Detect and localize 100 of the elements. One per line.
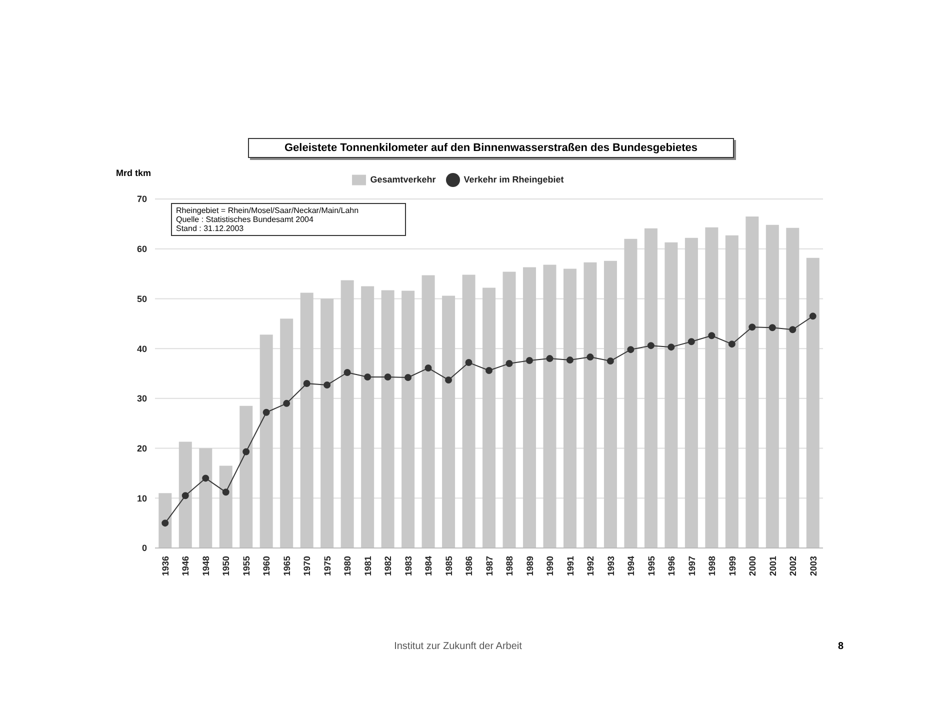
point (627, 346, 634, 354)
bar (543, 264, 556, 548)
point (283, 400, 290, 407)
x-tick-label: 1985 (444, 556, 454, 576)
point (262, 408, 270, 416)
point (242, 448, 250, 456)
bar (786, 228, 800, 548)
x-tick-label: 1982 (383, 556, 394, 576)
bar (402, 290, 415, 548)
point (708, 332, 716, 340)
bar (482, 288, 496, 548)
x-tick-label: 1948 (200, 556, 211, 576)
point (182, 492, 189, 500)
point (606, 358, 614, 365)
x-tick-label: 1988 (504, 556, 515, 576)
x-tick-label: 2002 (788, 556, 798, 576)
y-tick-label: 50 (136, 294, 147, 304)
bar (219, 466, 232, 548)
point (647, 342, 654, 350)
x-tick-label: 1997 (686, 556, 697, 576)
bar (502, 272, 516, 548)
y-tick-label: 20 (136, 443, 147, 454)
x-tick-label: 1996 (666, 556, 677, 576)
x-tick-label: 1989 (524, 556, 535, 576)
annotation: Quelle : Statistisches Bundesamt 2004 (176, 215, 314, 224)
x-tick-label: 1980 (342, 556, 353, 576)
bar (260, 334, 273, 548)
bar (705, 227, 718, 548)
y-axis-title: Mrd tkm (116, 168, 152, 178)
bar (766, 224, 779, 548)
point (384, 373, 392, 380)
point (324, 381, 331, 388)
y-tick-label: 0 (142, 543, 147, 554)
point (162, 520, 169, 527)
x-tick-label: 1994 (626, 556, 636, 576)
x-tick-label: 1981 (362, 556, 373, 576)
bar (199, 448, 212, 548)
point (668, 344, 675, 351)
bar (746, 216, 759, 548)
bar (361, 286, 374, 548)
bar (240, 406, 253, 548)
point (526, 357, 533, 364)
bar (381, 290, 394, 548)
note-box: Rheingebiet = Rhein/Mosel/Saar/Neckar/Main/Lahn Quelle : Statistisches Bundesamt 2004 Stand : 31.12.2003 (171, 203, 406, 236)
point (586, 354, 594, 361)
point (546, 355, 554, 362)
bar (300, 292, 314, 548)
bar (462, 274, 476, 548)
y-tick-label: 30 (136, 394, 147, 404)
point (768, 324, 776, 332)
x-tick-label: 1946 (180, 556, 191, 576)
bar (684, 238, 698, 548)
y-tick-label: 10 (136, 493, 147, 504)
x-tick-label: 1970 (302, 556, 312, 576)
bar (158, 493, 172, 548)
x-tick-label: 1984 (424, 556, 434, 576)
text: Institut zur Zukunft der Arbeit (393, 641, 523, 652)
x-tick-label: 1975 (322, 556, 332, 576)
bar (604, 260, 617, 548)
bar (340, 280, 354, 548)
chart-title: Geleistete Tonnenkilometer auf den Binnenwasserstraßen des Bundesgebietes (248, 138, 734, 158)
point (303, 380, 310, 387)
point (364, 373, 372, 380)
x-tick-label: 1950 (221, 556, 232, 576)
x-tick-label: 1998 (707, 556, 718, 576)
y-tick-label: 40 (136, 344, 147, 354)
bar (624, 238, 638, 548)
x-tick-label: 1960 (262, 556, 272, 576)
point (424, 364, 432, 372)
bar (725, 235, 738, 548)
x-tick-label: 1983 (403, 556, 414, 576)
point (809, 312, 816, 320)
x-tick-label: 1936 (160, 556, 171, 576)
point (789, 326, 796, 334)
point (728, 340, 736, 348)
bar (563, 268, 576, 548)
point (404, 374, 412, 381)
text: 8 (838, 641, 844, 652)
x-tick-label: 1992 (586, 556, 596, 576)
x-tick-label: 1965 (282, 556, 292, 576)
annotation: Rheingebiet = Rhein/Mosel/Saar/Neckar/Main/Lahn (176, 206, 360, 215)
point (688, 338, 695, 346)
x-tick-label: 1955 (241, 556, 252, 576)
bar (806, 258, 820, 548)
point (202, 474, 210, 482)
bar (644, 228, 658, 548)
x-tick-label: 1995 (646, 556, 656, 576)
y-tick-label: 70 (136, 194, 147, 204)
x-tick-label: 2001 (768, 556, 778, 576)
bar (422, 275, 435, 548)
x-tick-label: 1999 (727, 556, 738, 576)
legend-label: Verkehr im Rheingebiet (464, 174, 564, 184)
bar (523, 267, 536, 548)
point (748, 324, 756, 331)
bar (664, 242, 678, 548)
annotation: Stand : 31.12.2003 (176, 224, 245, 233)
x-tick-label: 1987 (484, 556, 494, 576)
legend-label: Gesamtverkehr (370, 174, 436, 184)
bar (584, 262, 597, 548)
bar (442, 296, 456, 548)
